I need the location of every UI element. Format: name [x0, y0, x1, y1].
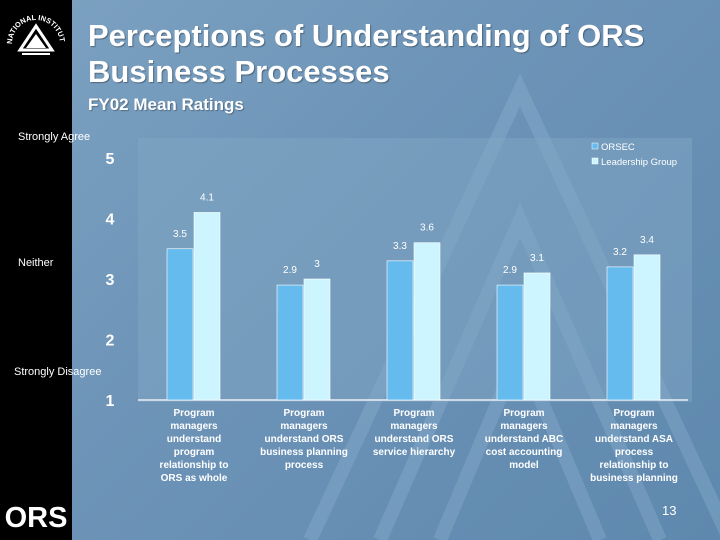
legend-label: ORSEC [601, 142, 635, 153]
nih-logo: NATIONAL INSTITUTES OF HEALTH [4, 4, 67, 55]
bar-value-label: 2.9 [503, 265, 517, 276]
y-tick-label: 1 [106, 393, 115, 410]
y-tick-label: 5 [106, 151, 115, 168]
scale-label-neither: Neither [18, 257, 54, 269]
bar-value-label: 3.4 [640, 235, 654, 246]
x-category-label: Program managers understand ASA process rela… [590, 408, 678, 484]
legend-swatch [591, 157, 599, 165]
bar-leadership-group [413, 242, 441, 401]
sidebar: NATIONAL INSTITUTES OF HEALTH ORS [0, 0, 72, 540]
ors-logo-text: ORS [5, 502, 68, 534]
bar-leadership-group [633, 254, 661, 401]
bar-orsec [386, 260, 414, 401]
bar-leadership-group [303, 278, 331, 401]
legend-swatch [591, 142, 599, 150]
y-tick-label: 3 [106, 272, 115, 289]
chart-legend: ORSEC Leadership Group [591, 142, 677, 168]
scale-label-strongly-disagree: Strongly Disagree [14, 366, 102, 378]
x-category-label: Program managers understand ORS service hie… [373, 408, 456, 458]
bar-value-label: 3.3 [393, 241, 407, 252]
bar-value-label: 3.5 [173, 229, 187, 240]
x-category-label: Program managers understand program relation… [160, 408, 229, 484]
bar-leadership-group [523, 272, 551, 401]
bar-orsec [166, 248, 194, 401]
y-tick-label: 2 [106, 333, 115, 350]
bar-leadership-group [193, 212, 221, 401]
bar-value-label: 3.2 [613, 247, 627, 258]
slide-title: Perceptions of Understanding of ORS Busi… [88, 18, 645, 89]
bar-orsec [276, 284, 304, 401]
bar-value-label: 3.1 [530, 253, 544, 264]
x-category-label: Program managers understand ORS business pl… [260, 408, 348, 471]
bar-value-label: 3.6 [420, 223, 434, 234]
bar-value-label: 2.9 [283, 265, 297, 276]
page-number: 13 [662, 503, 677, 518]
bar-orsec [606, 266, 634, 401]
chart-subtitle: FY02 Mean Ratings [88, 95, 244, 114]
bar-value-label: 3 [314, 259, 320, 270]
ors-logo: ORS [5, 502, 68, 534]
legend-label: Leadership Group [601, 157, 677, 168]
scale-label-strongly-agree: Strongly Agree [18, 131, 91, 143]
x-category-label: Program managers understand ABC cost accoun… [485, 408, 564, 471]
y-tick-label: 4 [106, 212, 115, 229]
bar-value-label: 4.1 [200, 192, 214, 203]
bar-orsec [496, 284, 524, 401]
